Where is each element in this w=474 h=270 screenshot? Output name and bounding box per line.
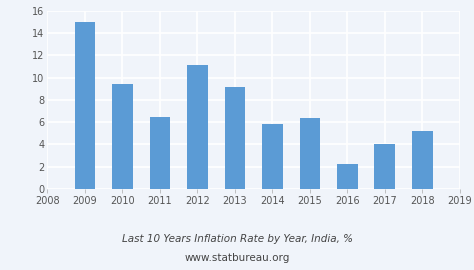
Bar — [374, 144, 395, 189]
Bar — [262, 124, 283, 189]
Text: Last 10 Years Inflation Rate by Year, India, %: Last 10 Years Inflation Rate by Year, In… — [121, 234, 353, 244]
Bar — [74, 22, 95, 189]
Bar — [337, 164, 357, 189]
Bar — [187, 65, 208, 189]
Bar — [412, 131, 433, 189]
Bar — [112, 83, 133, 189]
Bar — [150, 117, 170, 189]
Bar — [225, 87, 245, 189]
Bar — [300, 118, 320, 189]
Text: www.statbureau.org: www.statbureau.org — [184, 253, 290, 263]
